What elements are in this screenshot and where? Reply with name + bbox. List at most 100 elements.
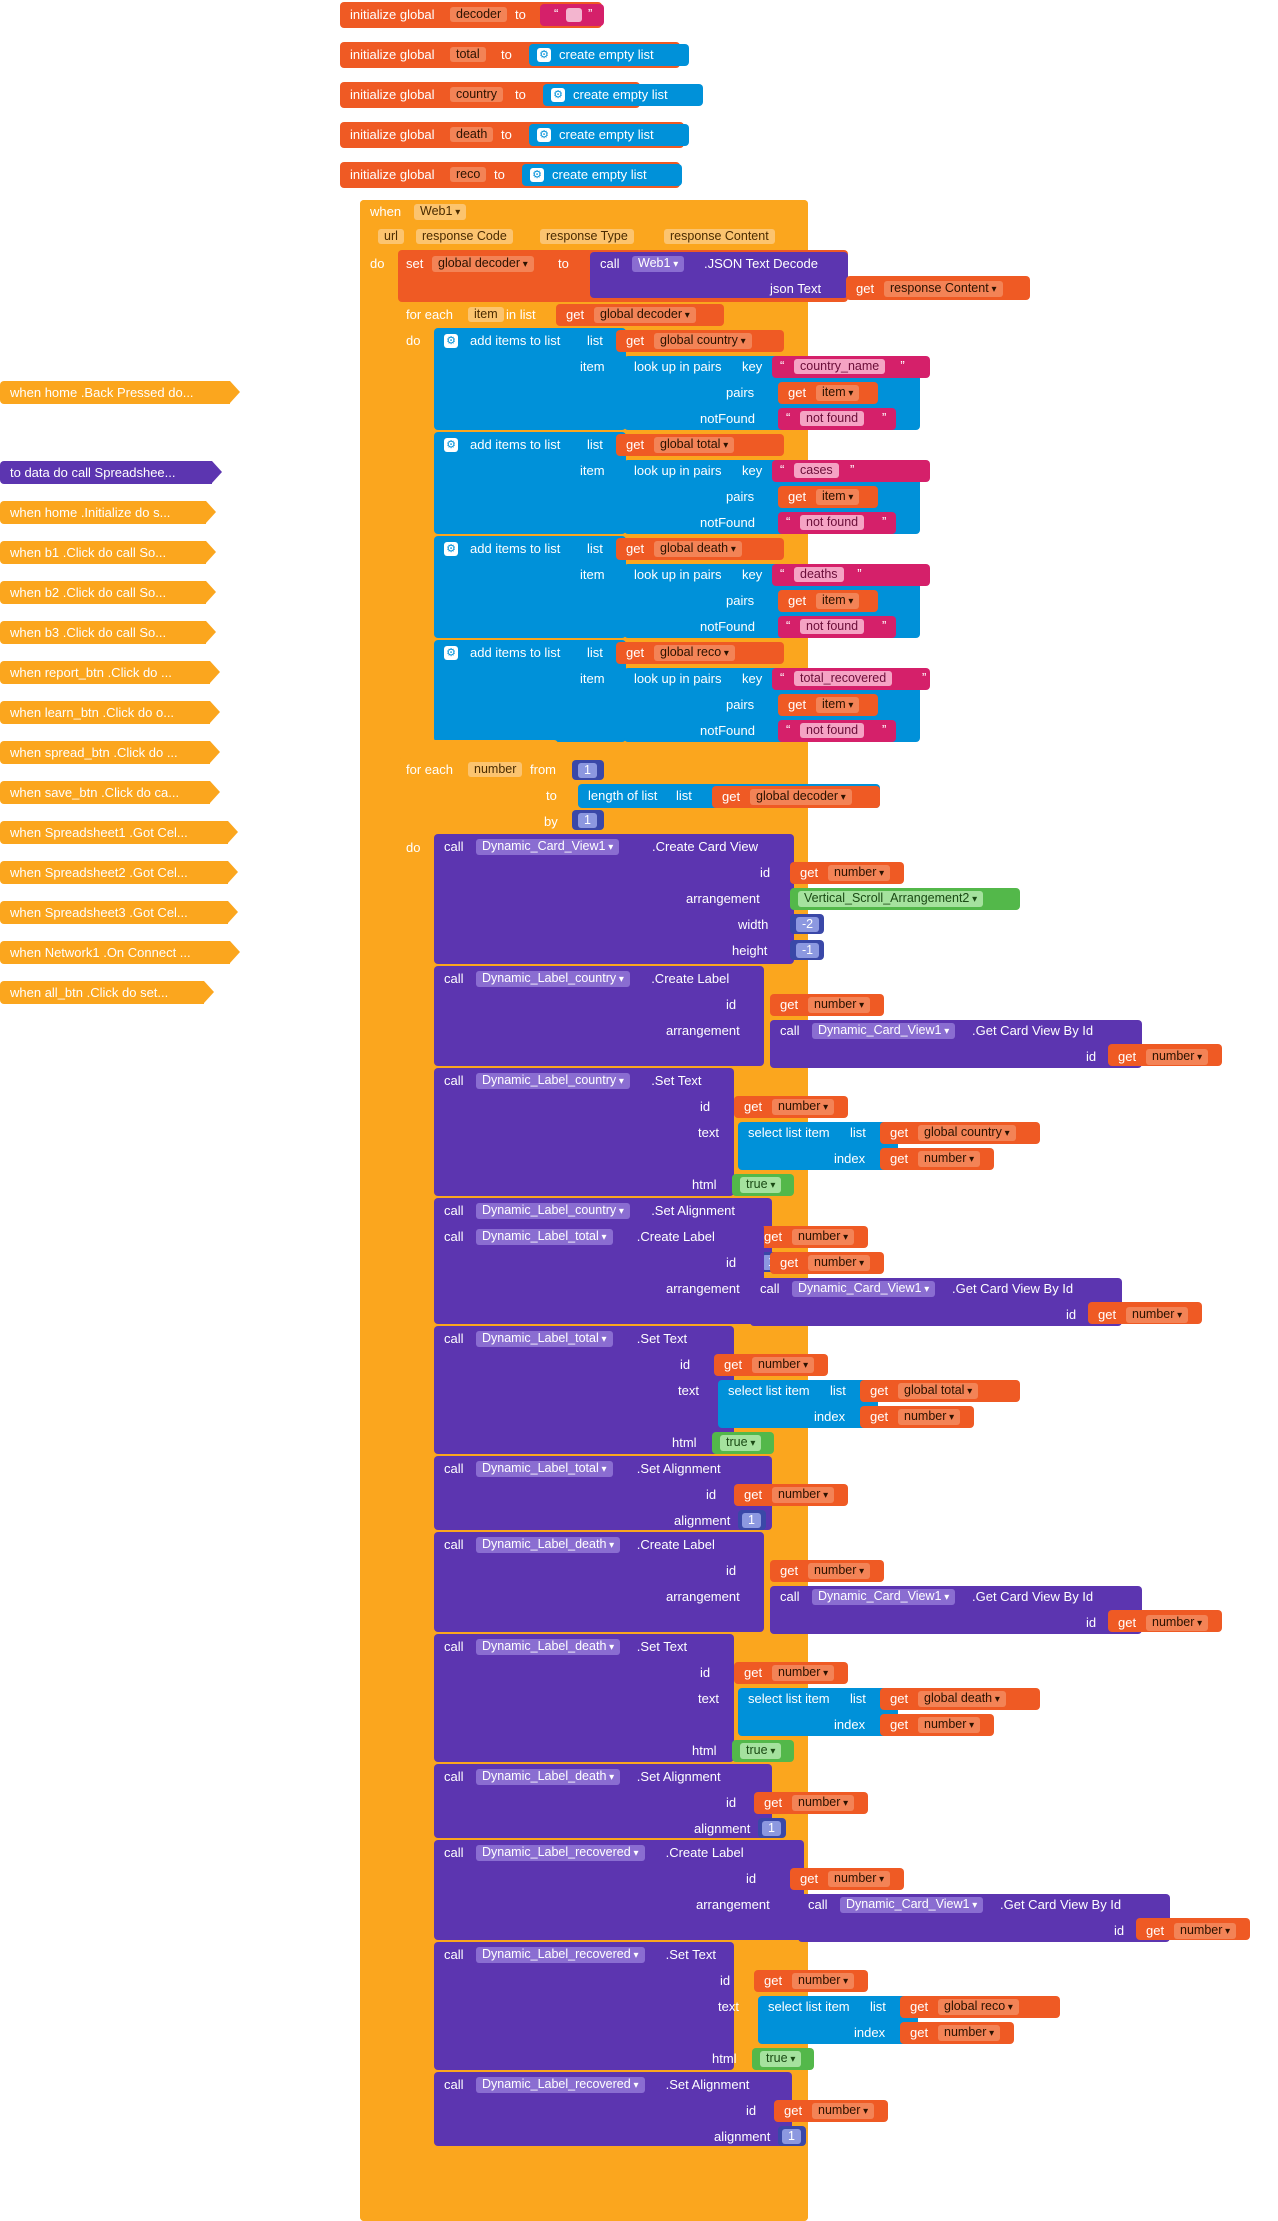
collapsed-block-13[interactable]: when Network1 .On Connect ... [0,941,240,964]
foreach-var-field[interactable]: item [468,307,504,322]
alignment-value-field[interactable]: 1 [762,1821,781,1836]
gear-icon[interactable]: ⚙ [444,542,458,556]
notfound-text-field[interactable]: not found [800,411,865,426]
global-name-field[interactable]: reco [450,167,487,182]
pairs-var-dropdown[interactable]: item [816,385,860,401]
alignment-value-field[interactable]: 1 [782,2129,801,2144]
true-dropdown[interactable]: true [720,1435,762,1451]
foreach-item-footer[interactable] [398,740,558,758]
set-var-dropdown[interactable]: global decoder [432,256,534,272]
get-number-dropdown[interactable]: number [792,1795,855,1811]
pairs-var-dropdown[interactable]: item [816,593,860,609]
gear-icon[interactable]: ⚙ [444,646,458,660]
by-value-field[interactable]: 1 [578,813,597,828]
foreach-list-dropdown[interactable]: global decoder [594,307,696,323]
collapsed-block-4[interactable]: when b2 .Click do call So... [0,581,216,604]
label-component-dropdown[interactable]: Dynamic_Label_death [476,1639,621,1655]
collapsed-block-6[interactable]: when report_btn .Click do ... [0,661,220,684]
event-component-dropdown[interactable]: Web1 [414,204,467,220]
get-number-dropdown[interactable]: number [808,1255,871,1271]
empty-text-field[interactable] [566,8,582,22]
pairs-var-dropdown[interactable]: item [816,489,860,505]
gear-icon[interactable]: ⚙ [551,88,565,102]
true-dropdown[interactable]: true [740,1177,782,1193]
key-text-field[interactable]: country_name [794,359,886,374]
create-empty-list-block[interactable] [529,124,689,146]
get-number-dropdown[interactable]: number [1146,1615,1209,1631]
label-component-dropdown[interactable]: Dynamic_Label_total [476,1331,613,1347]
get-number-dropdown[interactable]: number [808,1563,871,1579]
create-empty-list-block[interactable] [522,164,682,186]
create-card-view-call[interactable] [434,834,794,964]
get-number-dropdown[interactable]: number [772,1099,835,1115]
label-component-dropdown[interactable]: Dynamic_Label_country [476,1203,630,1219]
collapsed-block-0[interactable]: when home .Back Pressed do... [0,381,240,404]
add-list-dropdown[interactable]: global country [654,333,752,349]
select-list-dropdown[interactable]: global total [898,1383,979,1399]
notfound-text-field[interactable]: not found [800,515,865,530]
call-component-dropdown[interactable]: Web1 [632,256,685,272]
add-list-dropdown[interactable]: global reco [654,645,735,661]
global-name-field[interactable]: total [450,47,486,62]
gear-icon[interactable]: ⚙ [537,48,551,62]
label-component-dropdown[interactable]: Dynamic_Label_death [476,1537,621,1553]
get-number-dropdown[interactable]: number [918,1717,981,1733]
card-component-dropdown[interactable]: Dynamic_Card_View1 [792,1281,936,1297]
label-component-dropdown[interactable]: Dynamic_Label_country [476,1073,630,1089]
collapsed-block-2[interactable]: when home .Initialize do s... [0,501,216,524]
collapsed-block-11[interactable]: when Spreadsheet2 .Got Cel... [0,861,238,884]
label-component-dropdown[interactable]: Dynamic_Label_country [476,971,630,987]
add-items-block-0[interactable] [434,328,626,430]
set-text-death[interactable] [434,1634,734,1762]
collapsed-block-9[interactable]: when save_btn .Click do ca... [0,781,220,804]
get-number-dropdown[interactable]: number [772,1665,835,1681]
get-number-dropdown[interactable]: number [828,1871,891,1887]
card-component-dropdown[interactable]: Dynamic_Card_View1 [812,1023,956,1039]
add-items-block-3[interactable] [434,640,626,742]
get-number-dropdown[interactable]: number [752,1357,815,1373]
notfound-text-field[interactable]: not found [800,619,865,634]
select-list-dropdown[interactable]: global death [918,1691,1006,1707]
gear-icon[interactable]: ⚙ [444,334,458,348]
select-list-item-block[interactable] [738,1122,898,1170]
collapsed-block-14[interactable]: when all_btn .Click do set... [0,981,214,1004]
key-text-field[interactable]: cases [794,463,839,478]
get-number-dropdown[interactable]: number [1174,1923,1237,1939]
gear-icon[interactable]: ⚙ [530,168,544,182]
card-component-dropdown[interactable]: Dynamic_Card_View1 [812,1589,956,1605]
pairs-var-dropdown[interactable]: item [816,697,860,713]
get-number-dropdown[interactable]: number [812,2103,875,2119]
select-list-item-block[interactable] [718,1380,878,1428]
collapsed-block-3[interactable]: when b1 .Click do call So... [0,541,216,564]
collapsed-block-1[interactable]: to data do call Spreadshee... [0,461,222,484]
label-component-dropdown[interactable]: Dynamic_Label_total [476,1229,613,1245]
event-param-response-Type[interactable]: response Type [540,229,634,244]
get-number-dropdown[interactable]: number [792,1973,855,1989]
collapsed-block-10[interactable]: when Spreadsheet1 .Got Cel... [0,821,238,844]
key-text-field[interactable]: total_recovered [794,671,893,686]
event-param-response-Content[interactable]: response Content [664,229,775,244]
label-component-dropdown[interactable]: Dynamic_Label_recovered [476,1947,645,1963]
gear-icon[interactable]: ⚙ [537,128,551,142]
event-footer[interactable] [360,2204,808,2221]
get-number-dropdown[interactable]: number [1146,1049,1209,1065]
event-param-url[interactable]: url [378,229,404,244]
event-param-response-Code[interactable]: response Code [416,229,513,244]
set-text-total[interactable] [434,1326,734,1454]
label-component-dropdown[interactable]: Dynamic_Label_total [476,1461,613,1477]
get-number-dropdown[interactable]: number [918,1151,981,1167]
fornum-var-field[interactable]: number [468,762,523,777]
foreach-number-footer[interactable] [398,2190,578,2208]
add-items-block-2[interactable] [434,536,626,638]
global-name-field[interactable]: country [450,87,503,102]
set-text-country[interactable] [434,1068,734,1196]
collapsed-block-12[interactable]: when Spreadsheet3 .Got Cel... [0,901,238,924]
global-name-field[interactable]: decoder [450,7,508,22]
select-list-dropdown[interactable]: global country [918,1125,1016,1141]
get-number-dropdown[interactable]: number [938,2025,1001,2041]
length-list-dropdown[interactable]: global decoder [750,789,852,805]
width-value-field[interactable]: -2 [796,917,820,932]
from-value-field[interactable]: 1 [578,763,597,778]
card-component-dropdown[interactable]: Dynamic_Card_View1 [840,1897,984,1913]
add-list-dropdown[interactable]: global total [654,437,735,453]
